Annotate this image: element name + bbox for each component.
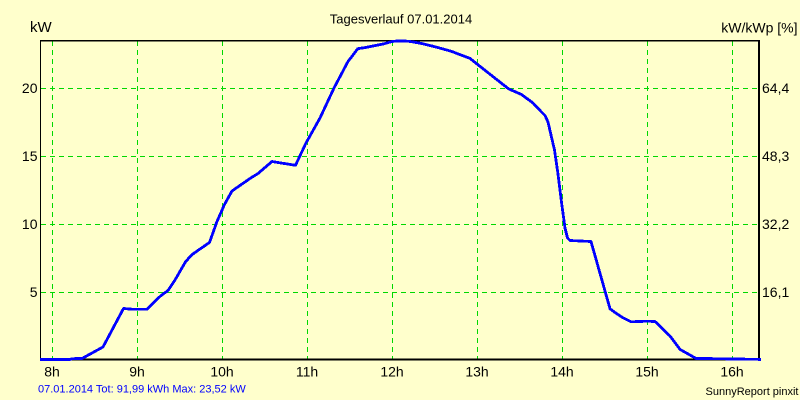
svg-text:10: 10 <box>22 216 38 232</box>
svg-text:48,3: 48,3 <box>762 148 789 164</box>
svg-text:Tagesverlauf 07.01.2014: Tagesverlauf 07.01.2014 <box>330 12 472 27</box>
svg-text:8h: 8h <box>44 364 60 380</box>
svg-text:14h: 14h <box>550 364 573 380</box>
svg-text:10h: 10h <box>210 364 233 380</box>
svg-text:5: 5 <box>30 284 38 300</box>
svg-text:kW/kWp [%]: kW/kWp [%] <box>721 20 797 36</box>
svg-text:20: 20 <box>22 80 38 96</box>
svg-text:16h: 16h <box>720 364 743 380</box>
svg-text:32,2: 32,2 <box>762 216 789 232</box>
svg-text:07.01.2014 Tot: 91,99 kWh Max:: 07.01.2014 Tot: 91,99 kWh Max: 23,52 kW <box>38 383 246 395</box>
svg-text:SunnyReport pinxit: SunnyReport pinxit <box>706 386 799 398</box>
svg-text:64,4: 64,4 <box>762 80 789 96</box>
svg-text:16,1: 16,1 <box>762 284 789 300</box>
svg-text:11h: 11h <box>296 364 318 380</box>
svg-text:12h: 12h <box>380 364 403 380</box>
svg-text:15: 15 <box>22 148 38 164</box>
svg-text:15h: 15h <box>635 364 658 380</box>
svg-text:9h: 9h <box>129 364 145 380</box>
svg-text:13h: 13h <box>465 364 488 380</box>
svg-text:kW: kW <box>30 19 53 36</box>
